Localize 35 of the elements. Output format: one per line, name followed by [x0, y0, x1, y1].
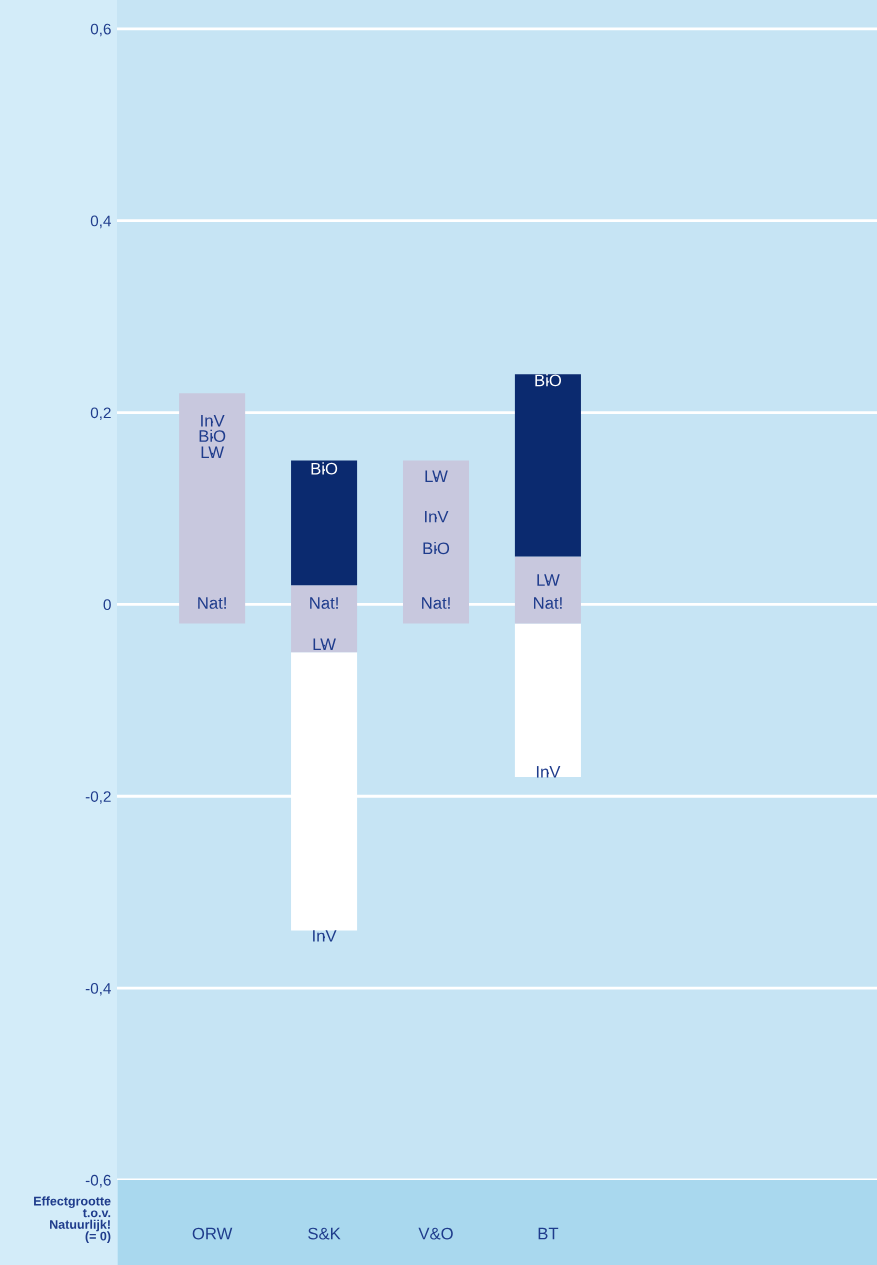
bar	[291, 585, 358, 653]
text: LW	[313, 638, 336, 650]
x-tick-label: ORW	[192, 1227, 233, 1240]
bar	[514, 374, 581, 557]
text: Nat!	[198, 597, 226, 609]
bar	[514, 623, 581, 778]
text: LW	[537, 574, 560, 586]
y-tick-label: -0,6	[85, 1174, 111, 1188]
series-label: LW	[425, 470, 448, 483]
y-tick-label: 0,6	[90, 23, 111, 37]
text: BiO	[535, 374, 562, 387]
text: BiO	[311, 462, 338, 475]
x-axis-title: Effectgrootte t.o.v. Natuurlijk! (= 0)	[34, 1196, 111, 1243]
text: InV	[313, 930, 337, 942]
text: InV	[425, 510, 449, 523]
text: BiO	[199, 429, 226, 442]
text: Nat!	[310, 597, 338, 609]
y-tick-label: -0,2	[85, 791, 111, 804]
y-tick-label: 0	[103, 599, 111, 611]
bar	[291, 460, 358, 586]
y-tick-label: 0,4	[90, 215, 111, 229]
x-tick-label: S&K	[308, 1227, 341, 1240]
bar	[179, 393, 246, 624]
y-tick-label: 0,2	[90, 407, 111, 421]
y-tick-label: -0,4	[85, 983, 111, 996]
series-label: Nat!	[534, 597, 562, 609]
series-label: BiO	[423, 541, 450, 555]
x-tick-label: BT	[538, 1227, 559, 1240]
bar	[402, 460, 470, 624]
text: Nat!	[422, 597, 450, 609]
text: LW	[201, 446, 224, 459]
bar	[514, 556, 581, 624]
series-label: InV	[536, 766, 561, 778]
text: InV	[201, 414, 225, 427]
x-tick-label: V&O	[418, 1227, 453, 1240]
